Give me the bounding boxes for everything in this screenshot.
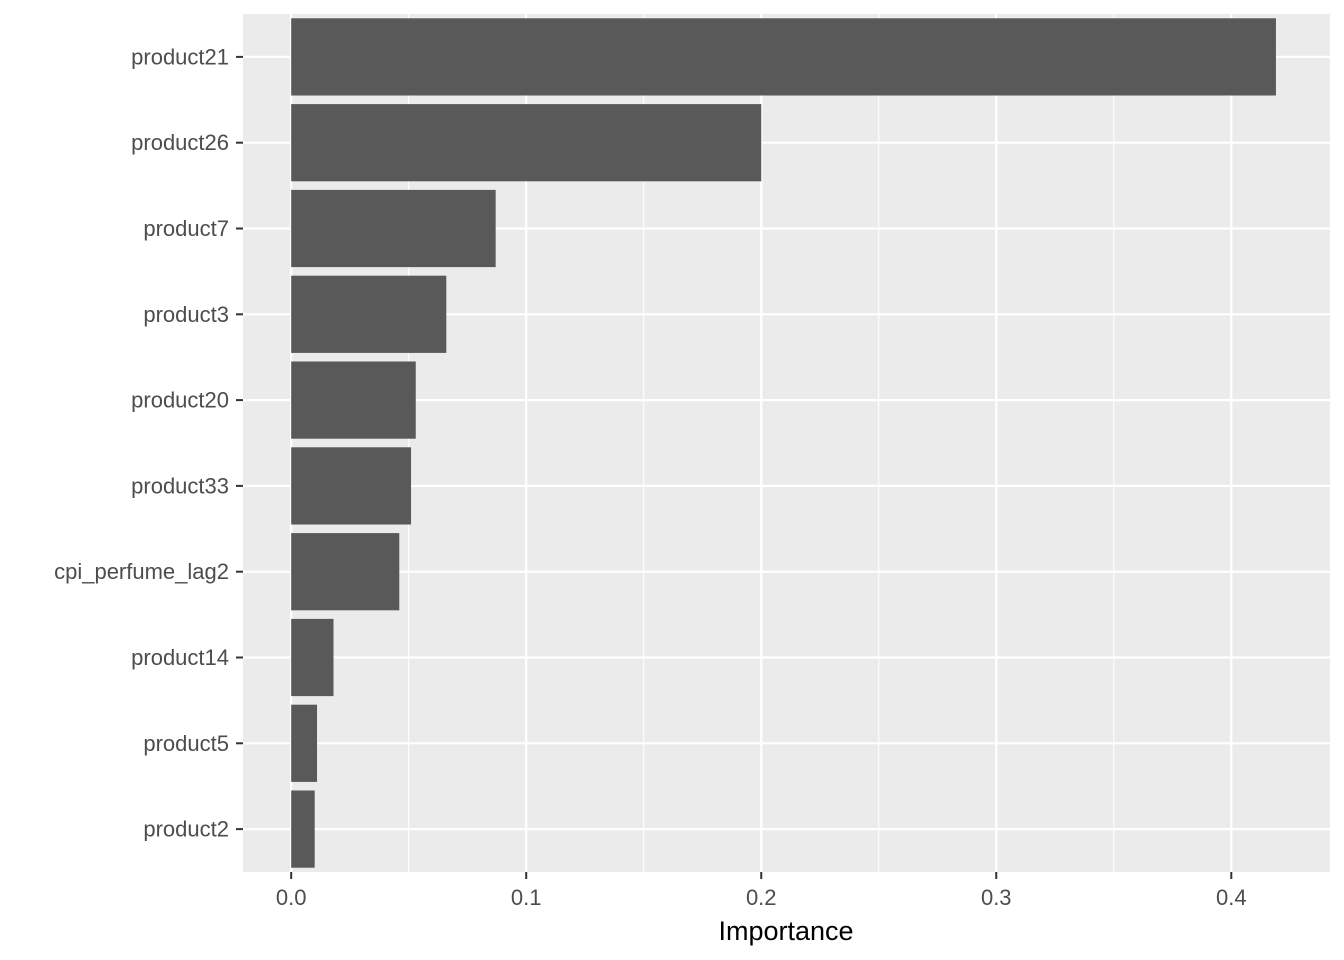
- x-tick-label: 0.3: [981, 885, 1012, 910]
- bar: [291, 275, 447, 353]
- x-axis: 0.0 0.1 0.2 0.3 0.4: [276, 872, 1247, 910]
- bar: [291, 189, 496, 268]
- bar: [291, 447, 412, 525]
- bar: [291, 104, 762, 182]
- x-tick-label: 0.1: [511, 885, 542, 910]
- bar: [291, 533, 400, 611]
- y-tick-label: product21: [131, 44, 229, 69]
- x-tick-label: 0.4: [1216, 885, 1247, 910]
- y-tick-label: product20: [131, 388, 229, 413]
- y-axis: product21 product26 product7 product3 produc…: [54, 44, 243, 842]
- y-tick-label: product3: [143, 302, 229, 327]
- x-tick-label: 0.2: [746, 885, 777, 910]
- bar: [291, 18, 1276, 96]
- bar: [291, 618, 334, 697]
- bars: [291, 18, 1276, 868]
- bar: [291, 361, 416, 439]
- y-tick-label: product5: [143, 731, 229, 756]
- y-tick-label: product2: [143, 817, 229, 842]
- y-tick-label: product33: [131, 473, 229, 498]
- bar: [291, 790, 315, 868]
- y-tick-label: cpi_perfume_lag2: [54, 559, 229, 584]
- y-tick-label: product7: [143, 216, 229, 241]
- y-tick-label: product26: [131, 130, 229, 155]
- x-tick-label: 0.0: [276, 885, 307, 910]
- bar: [291, 704, 318, 782]
- y-tick-label: product14: [131, 645, 229, 670]
- x-axis-title: Importance: [718, 916, 853, 946]
